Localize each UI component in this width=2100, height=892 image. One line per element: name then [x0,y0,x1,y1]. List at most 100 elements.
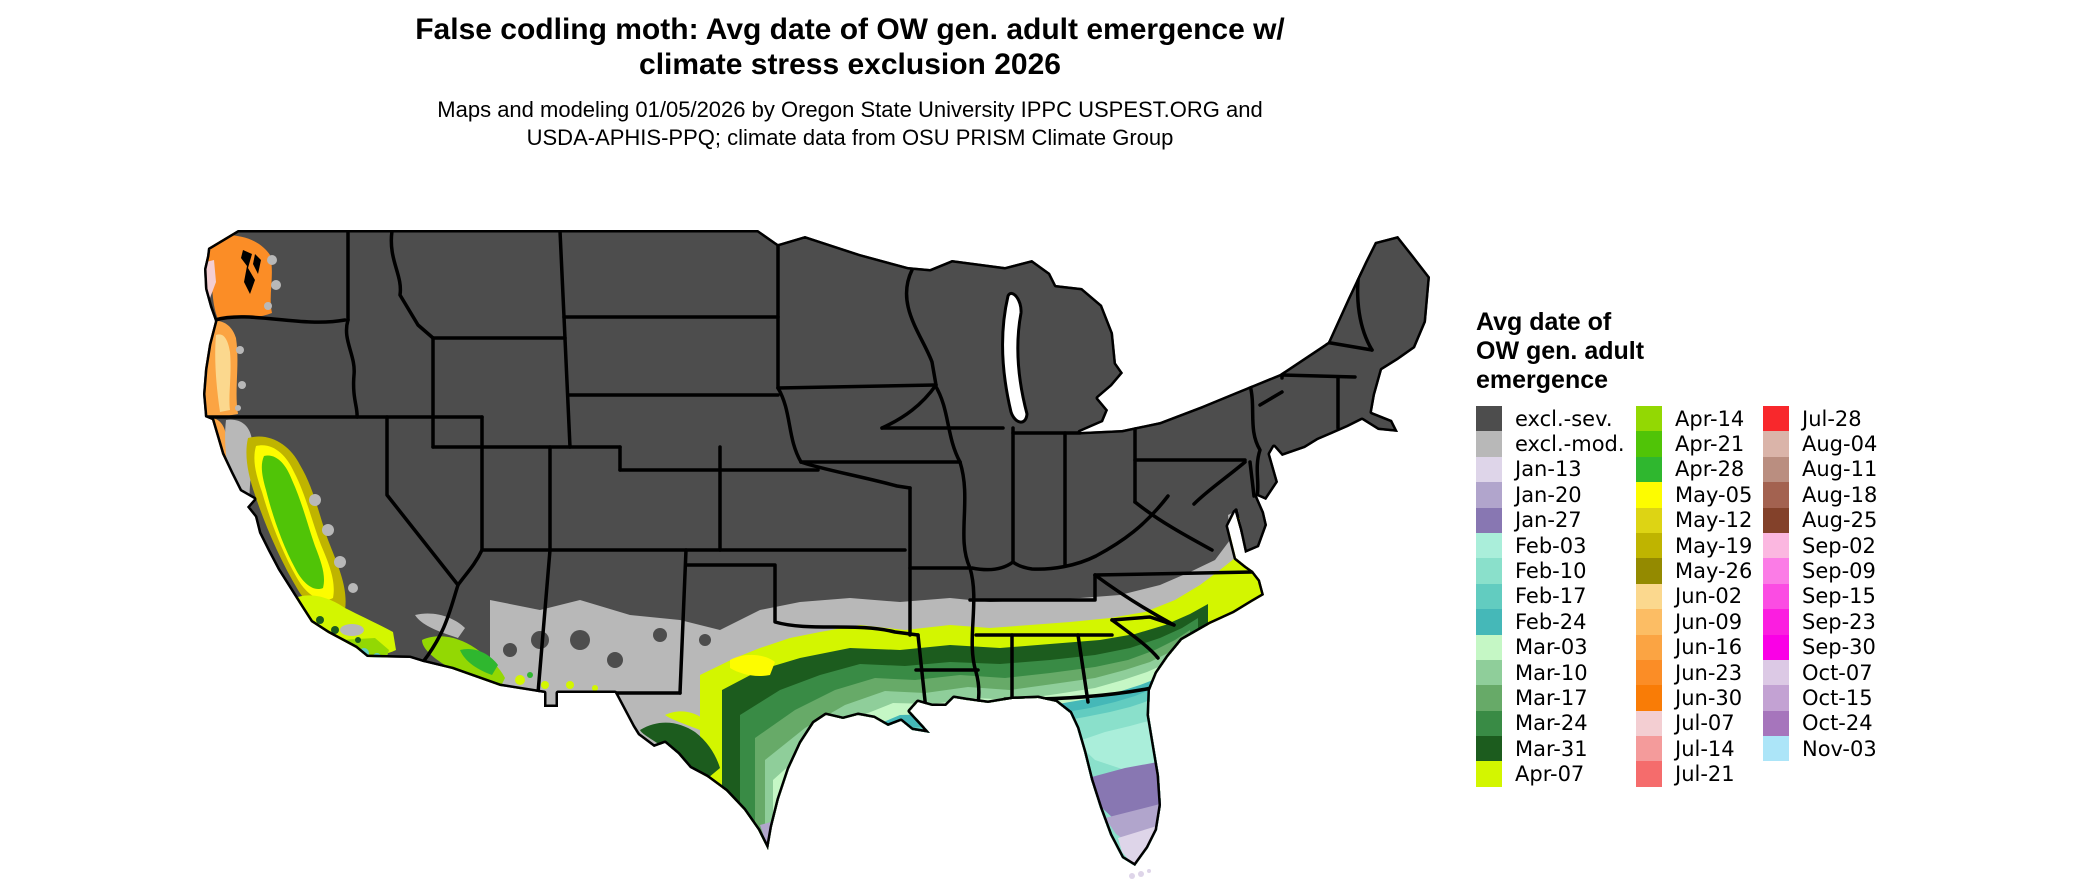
legend-row: Sep-23 [1763,609,1913,635]
legend-swatch [1763,685,1789,711]
legend-row: Jul-14 [1636,736,1763,762]
legend-label: Sep-02 [1802,533,1876,558]
legend-row: Mar-03 [1476,634,1636,660]
legend-swatch [1636,406,1662,432]
legend-swatch [1636,685,1662,711]
legend-row: Jun-02 [1636,583,1763,610]
central-valley-green-core [261,455,325,590]
page-title-line1: False codling moth: Avg date of OW gen. … [415,13,1285,46]
page-subtitle-line2: USDA-APHIS-PPQ; climate data from OSU PR… [526,125,1174,150]
legend-swatch [1636,558,1662,584]
legend-swatch [1763,736,1789,762]
legend-row: Jun-09 [1636,609,1763,635]
page-title-line2: climate stress exclusion 2026 [639,48,1061,81]
legend-swatch [1636,736,1662,762]
socal-gray-patch [340,624,364,636]
legend-row: Aug-18 [1763,482,1913,508]
legend-swatch [1636,583,1662,610]
big-bend-darkgreen [640,722,720,778]
legend-row: Mar-31 [1476,736,1636,762]
legend-row: Sep-02 [1763,532,1913,559]
legend-row: Jul-28 [1763,406,1913,432]
legend-label: Jul-28 [1802,406,1862,431]
legend-label: Jun-23 [1675,660,1743,685]
legend-row: Apr-14 [1636,406,1763,432]
legend-swatch [1636,482,1662,508]
legend-label: Sep-23 [1802,609,1876,634]
legend-row: Apr-21 [1636,431,1763,457]
legend-row: excl.-sev. [1476,406,1636,432]
legend-swatch [1476,761,1502,787]
legend-label: Sep-30 [1802,635,1876,660]
legend-row: Oct-07 [1763,659,1913,686]
lake-michigan [1001,291,1029,424]
legend-label: Jan-13 [1515,457,1582,482]
legend-swatch [1476,634,1502,660]
legend-swatch [1476,482,1502,508]
legend-label: May-26 [1675,559,1753,584]
big-bend-chartreuse [665,711,705,730]
legend-swatch [1763,558,1789,584]
legend-label: Jun-16 [1675,635,1743,660]
legend-row: May-05 [1636,482,1763,508]
arizona-gray-patch [415,613,465,638]
legend-swatch [1636,431,1662,457]
legend-label: Apr-07 [1515,762,1585,787]
legend-row: Nov-03 [1763,736,1913,762]
legend-label: Jun-09 [1675,609,1743,634]
legend-label: May-19 [1675,533,1753,558]
legend-swatch [1476,659,1502,686]
legend-swatch [1636,609,1662,635]
legend-swatch [1476,456,1502,483]
legend-label: Mar-03 [1515,635,1588,660]
legend-row: Jul-21 [1636,761,1763,787]
legend-label: Feb-24 [1515,609,1587,634]
legend-label: Jul-07 [1675,711,1735,736]
legend-swatch [1763,482,1789,508]
legend-label: Oct-15 [1802,685,1873,710]
legend-label: Jun-30 [1675,685,1743,710]
legend-swatch [1636,659,1662,686]
legend-column: excl.-sev. excl.-mod. Jan-13 Jan-20 Jan-27 Fe… [1476,406,1636,787]
legend-title-line3: emergence [1476,366,1609,394]
legend-column: Jul-28 Aug-04 Aug-11 Aug-18 Aug-25 Sep-02 Sep-… [1763,406,1913,762]
legend-swatch [1636,507,1662,533]
legend-label: Mar-31 [1515,736,1588,761]
legend-swatch [1476,685,1502,711]
florida-feb-03 [1076,720,1157,770]
new-mexico-chartreuse-specks [515,675,598,691]
legend-title-line2: OW gen. adult [1476,337,1645,365]
legend-row: Aug-04 [1763,431,1913,457]
legend-swatch [1476,583,1502,610]
legend-label: May-12 [1675,508,1753,533]
legend-swatch [1636,634,1662,660]
legend-swatch [1763,532,1789,559]
legend-row: Jan-13 [1476,456,1636,483]
legend-row: Mar-10 [1476,659,1636,686]
washington-orange [208,234,272,319]
legend-row: Mar-17 [1476,685,1636,711]
legend-row: Aug-11 [1763,456,1913,483]
legend-label: Sep-15 [1802,584,1876,609]
legend-swatch [1476,710,1502,737]
legend-row: May-26 [1636,558,1763,584]
legend-swatch [1476,736,1502,762]
legend-swatch [1476,532,1502,559]
oregon-gray-specks [235,346,246,411]
legend-label: Sep-09 [1802,559,1876,584]
legend-row: Mar-24 [1476,710,1636,737]
legend-row: Aug-25 [1763,507,1913,533]
puget-sound-water [241,250,261,294]
legend-swatch [1763,431,1789,457]
legend-title-line1: Avg date of [1476,308,1612,336]
legend-panel: Avg date of OW gen. adult emergence excl… [1476,308,1926,787]
legend-label: Jul-21 [1675,762,1735,787]
us-map-svg [203,230,1430,879]
legend-label: Apr-21 [1675,432,1745,457]
legend-label: Oct-24 [1802,711,1873,736]
page-subtitle: Maps and modeling 01/05/2026 by Oregon S… [160,96,1540,152]
legend-row: Sep-30 [1763,634,1913,660]
legend-label: Aug-11 [1802,457,1878,482]
legend-title: Avg date of OW gen. adult emergence [1476,308,1926,395]
arizona-green-patch [422,636,505,688]
